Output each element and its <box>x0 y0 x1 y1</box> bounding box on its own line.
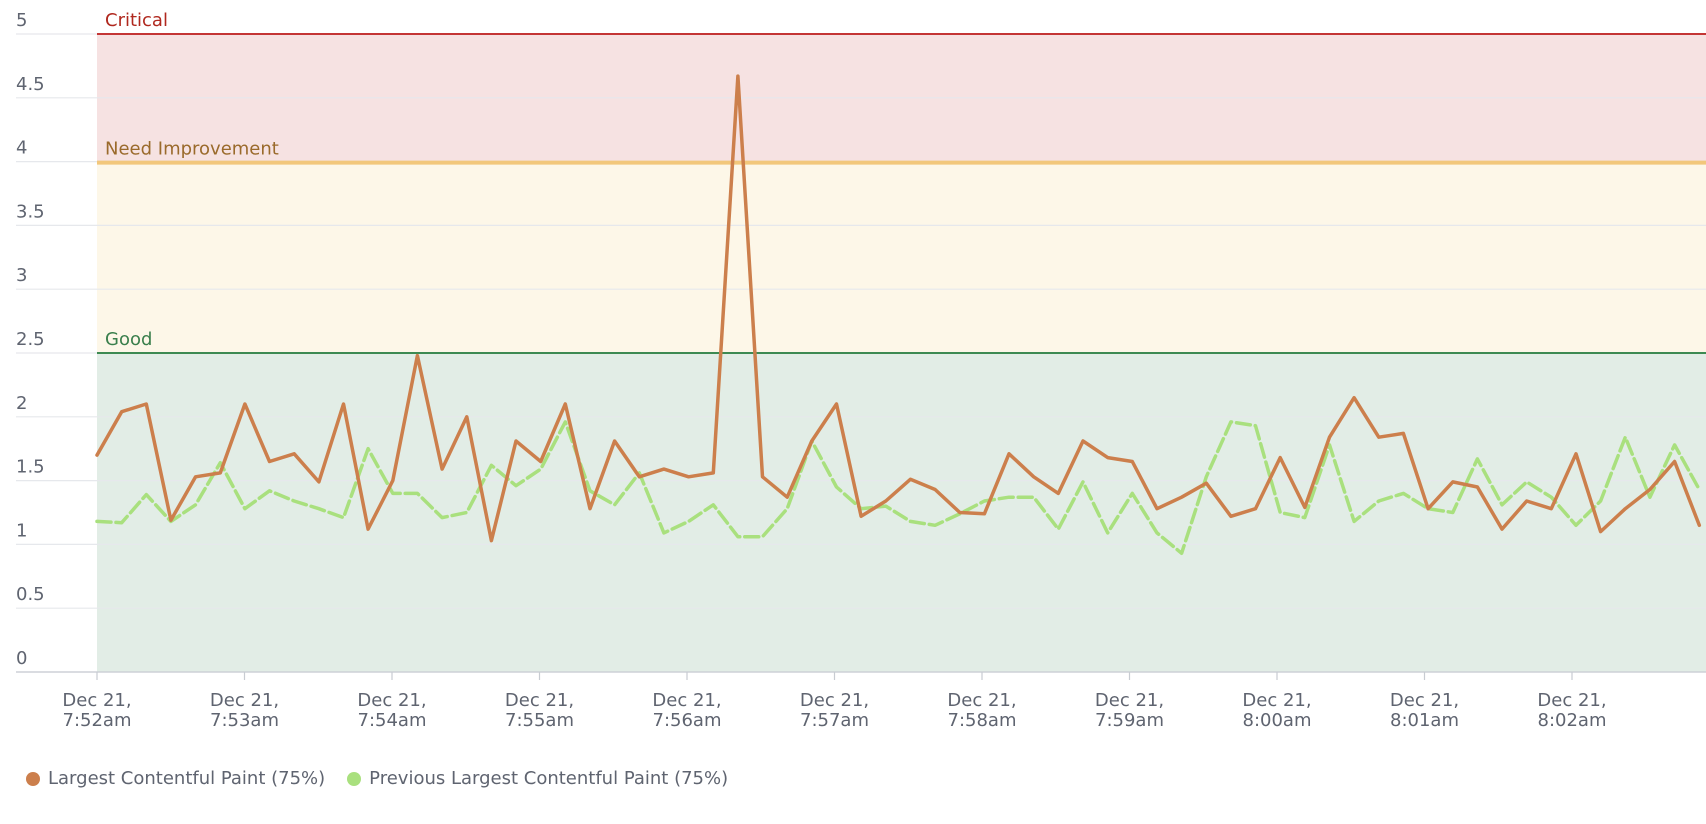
x-tick-date: Dec 21, <box>1390 690 1459 711</box>
good-band <box>97 353 1706 672</box>
y-tick-label: 1.5 <box>16 457 45 478</box>
y-tick-label: 3 <box>16 265 27 286</box>
threshold-label-good: Good <box>105 329 152 350</box>
y-axis: 0 0.5 1 1.5 2 2.5 3 3.5 4 4.5 5 <box>16 10 45 669</box>
previous-lcp-legend-dot-icon <box>347 771 362 786</box>
legend-label-lcp: Largest Contentful Paint (75%) <box>48 768 326 789</box>
legend: Largest Contentful Paint (75%) Previous … <box>26 768 728 789</box>
x-tick-time: 7:53am <box>210 710 279 731</box>
x-tick-date: Dec 21, <box>652 690 721 711</box>
x-tick-time: 7:57am <box>800 710 869 731</box>
lcp-legend-dot-icon <box>26 771 40 786</box>
y-tick-label: 3.5 <box>16 201 45 222</box>
y-tick-label: 2.5 <box>16 329 45 350</box>
x-tick-date: Dec 21, <box>505 690 574 711</box>
previous-lcp-series-line <box>95 420 1702 556</box>
x-tick-date: Dec 21, <box>357 690 426 711</box>
y-tick-label: 4.5 <box>16 74 45 95</box>
x-tick-date: Dec 21, <box>1537 690 1606 711</box>
legend-item-lcp[interactable]: Largest Contentful Paint (75%) <box>26 768 325 789</box>
x-tick-time: 7:55am <box>505 710 574 731</box>
threshold-label-need-improvement: Need Improvement <box>105 139 279 160</box>
x-tick-time: 8:00am <box>1243 710 1312 731</box>
y-tick-label: 0 <box>16 648 27 669</box>
x-tick-time: 8:02am <box>1538 710 1607 731</box>
y-tick-label: 4 <box>16 138 27 159</box>
x-tick-time: 7:54am <box>358 710 427 731</box>
x-tick-date: Dec 21, <box>1242 690 1311 711</box>
x-tick-time: 8:01am <box>1390 710 1459 731</box>
threshold-lines: Critical Need Improvement Good <box>97 10 1706 354</box>
x-tick-date: Dec 21, <box>62 690 131 711</box>
x-tick-date: Dec 21, <box>1095 690 1164 711</box>
x-tick-date: Dec 21, <box>210 690 279 711</box>
chart-canvas: Critical Need Improvement Good 0 0.5 1 1.5 2 2.… <box>16 10 1706 731</box>
legend-item-previous-lcp[interactable]: Previous Largest Contentful Paint (75%) <box>347 768 728 789</box>
need-improvement-band <box>97 161 1706 353</box>
y-tick-label: 2 <box>16 393 27 414</box>
series-lines <box>95 74 1702 556</box>
y-tick-label: 0.5 <box>16 584 45 605</box>
legend-label-previous-lcp: Previous Largest Contentful Paint (75%) <box>369 768 729 789</box>
x-tick-time: 7:56am <box>653 710 722 731</box>
x-tick-date: Dec 21, <box>800 690 869 711</box>
x-tick-time: 7:59am <box>1095 710 1164 731</box>
x-tick-date: Dec 21, <box>947 690 1016 711</box>
y-tick-label: 5 <box>16 10 27 31</box>
x-tick-time: 7:58am <box>948 710 1017 731</box>
lcp-series-line <box>95 74 1702 543</box>
threshold-label-critical: Critical <box>105 10 168 31</box>
y-tick-label: 1 <box>16 520 27 541</box>
x-tick-time: 7:52am <box>63 710 132 731</box>
